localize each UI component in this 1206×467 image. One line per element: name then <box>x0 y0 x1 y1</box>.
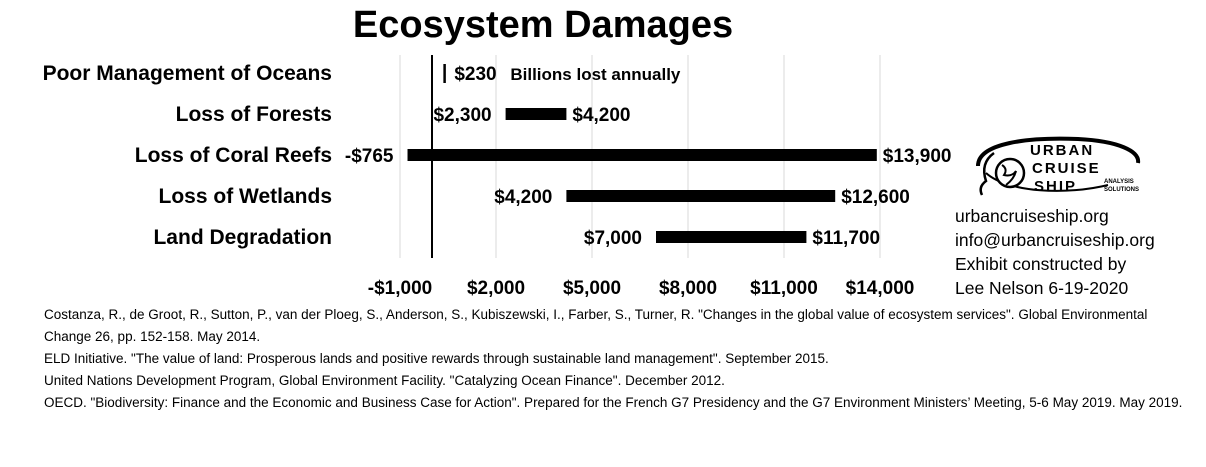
high-value-label: $4,200 <box>572 105 630 126</box>
credit-line-1: Exhibit constructed by <box>955 254 1127 274</box>
category-label: Poor Management of Oceans <box>43 62 332 85</box>
email-link[interactable]: info@urbancruiseship.org <box>955 230 1155 250</box>
chart: -$1,000 $2,000 $5,000 $8,000 $11,000 $14,000 P… <box>43 55 952 299</box>
range-bar <box>566 190 836 202</box>
range-bar <box>407 149 877 161</box>
high-value-label: $13,900 <box>883 146 952 167</box>
x-tick-label: $8,000 <box>659 278 717 299</box>
category-label: Loss of Coral Reefs <box>135 144 332 167</box>
chart-title: Ecosystem Damages <box>352 4 734 46</box>
high-value-label: $11,700 <box>812 228 880 249</box>
range-bar <box>505 108 567 120</box>
high-value-label: $12,600 <box>841 187 910 208</box>
contact-block: urbancruiseship.org info@urbancruiseship… <box>955 204 1155 300</box>
logo-text-cruise: CRUISE <box>1032 160 1101 177</box>
reference-item: United Nations Development Program, Glob… <box>44 373 725 388</box>
low-value-label: $4,200 <box>494 187 552 208</box>
x-tick-label: $14,000 <box>846 278 915 299</box>
range-bar <box>443 64 446 83</box>
range-bar <box>656 231 807 243</box>
reference-item: OECD. "Biodiversity: Finance and the Eco… <box>44 395 1183 410</box>
category-label: Loss of Wetlands <box>159 185 332 208</box>
bars <box>407 64 877 243</box>
low-value-label: $2,300 <box>433 105 491 126</box>
annotation-label: Billions lost annually <box>510 65 681 84</box>
high-value-label: $230 <box>454 64 496 85</box>
logo-text-solutions: SOLUTIONS <box>1104 187 1139 193</box>
x-tick-label: $11,000 <box>750 278 818 299</box>
labels: -$1,000 $2,000 $5,000 $8,000 $11,000 $14,000 P… <box>43 62 952 299</box>
logo-text-urban: URBAN <box>1030 142 1094 159</box>
references: Costanza, R., de Groot, R., Sutton, P., … <box>44 304 1194 414</box>
x-tick-label: $5,000 <box>563 278 621 299</box>
logo-text-ship: SHIP <box>1034 178 1077 195</box>
urban-cruise-ship-logo: URBAN CRUISE SHIP ANALYSIS SOLUTIONS <box>968 133 1150 199</box>
reference-item: Costanza, R., de Groot, R., Sutton, P., … <box>44 307 1148 344</box>
website-link[interactable]: urbancruiseship.org <box>955 206 1109 226</box>
logo-text-analysis: ANALYSIS <box>1104 179 1134 185</box>
x-tick-label: -$1,000 <box>368 278 432 299</box>
low-value-label: $7,000 <box>584 228 642 249</box>
x-tick-label: $2,000 <box>467 278 525 299</box>
category-label: Land Degradation <box>153 226 332 249</box>
low-value-label: -$765 <box>345 146 394 167</box>
category-label: Loss of Forests <box>176 103 332 126</box>
credit-line-2: Lee Nelson 6-19-2020 <box>955 278 1129 298</box>
reference-item: ELD Initiative. "The value of land: Pros… <box>44 351 829 366</box>
